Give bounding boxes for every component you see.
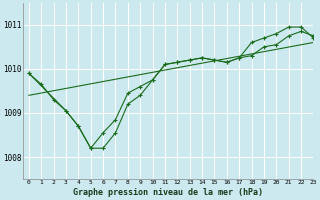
X-axis label: Graphe pression niveau de la mer (hPa): Graphe pression niveau de la mer (hPa) [73, 188, 263, 197]
